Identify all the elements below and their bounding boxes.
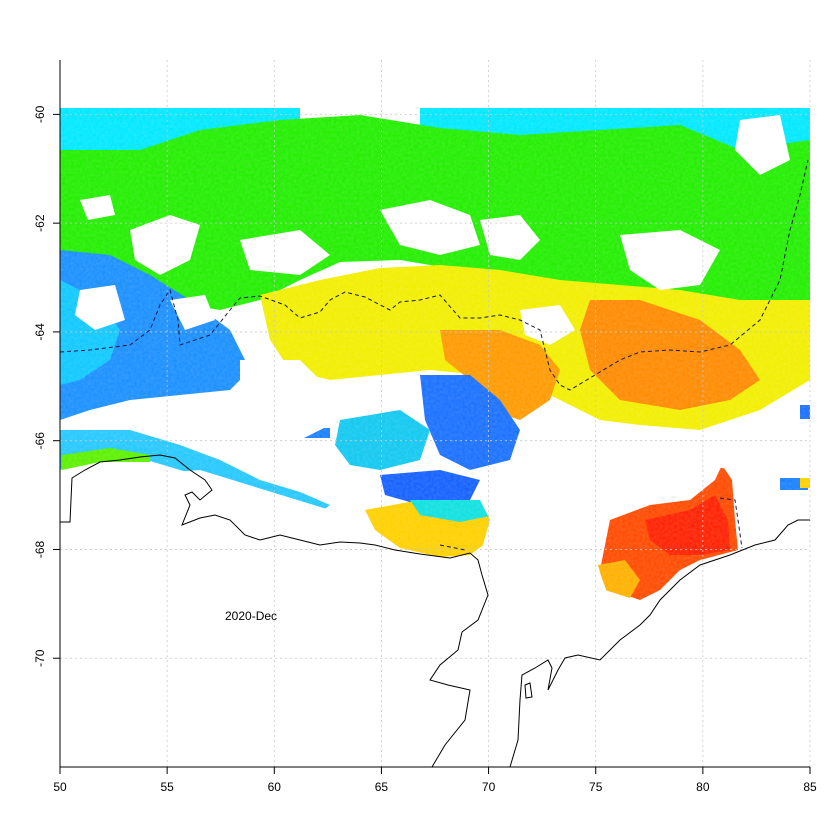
cloud-gap	[560, 420, 810, 470]
y-tick-label: -66	[33, 432, 47, 450]
cloud-gap	[480, 215, 540, 260]
coastline	[60, 454, 810, 767]
grid-lines	[59, 60, 811, 767]
x-axis-ticks: 50 55 60 65 70 75 80 85	[53, 767, 817, 794]
cloud-gap	[240, 360, 340, 440]
y-axis-ticks: -60 -62 -64 -66 -68 -70	[33, 105, 60, 667]
map-annotation: 2020-Dec	[225, 609, 277, 623]
x-tick-label: 85	[803, 780, 817, 794]
x-tick-label: 75	[589, 780, 603, 794]
x-tick-label: 55	[160, 780, 174, 794]
cloud-gap	[60, 470, 810, 767]
x-tick-label: 65	[375, 780, 389, 794]
y-tick-label: -70	[33, 649, 47, 667]
cloud-gap	[240, 230, 330, 275]
front-line-east	[719, 497, 743, 549]
front-line-bay	[439, 544, 466, 551]
axes-frame	[59, 60, 810, 768]
y-tick-label: -62	[33, 214, 47, 232]
coastline-main	[60, 454, 489, 767]
cloud-gap	[80, 195, 115, 220]
cloud-gap	[620, 230, 720, 290]
ocean-fronts	[60, 159, 809, 551]
cloud-gap	[380, 200, 480, 255]
x-tick-label: 80	[696, 780, 710, 794]
x-tick-label: 70	[482, 780, 496, 794]
coastline-east	[509, 519, 810, 767]
cloud-gap	[170, 295, 215, 330]
cloud-gap	[520, 305, 575, 345]
x-tick-label: 60	[268, 780, 282, 794]
front-line-north	[60, 159, 809, 391]
y-tick-label: -68	[33, 540, 47, 558]
y-tick-label: -64	[33, 323, 47, 341]
x-tick-label: 50	[53, 780, 67, 794]
cloud-gap	[735, 115, 790, 175]
cloud-gap	[75, 285, 125, 330]
y-tick-label: -60	[33, 105, 47, 123]
coastline-island	[524, 682, 533, 699]
cloud-gap	[130, 215, 200, 275]
chlorophyll-field	[60, 108, 810, 767]
